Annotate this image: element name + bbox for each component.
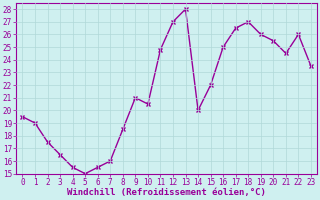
X-axis label: Windchill (Refroidissement éolien,°C): Windchill (Refroidissement éolien,°C)	[67, 188, 266, 197]
